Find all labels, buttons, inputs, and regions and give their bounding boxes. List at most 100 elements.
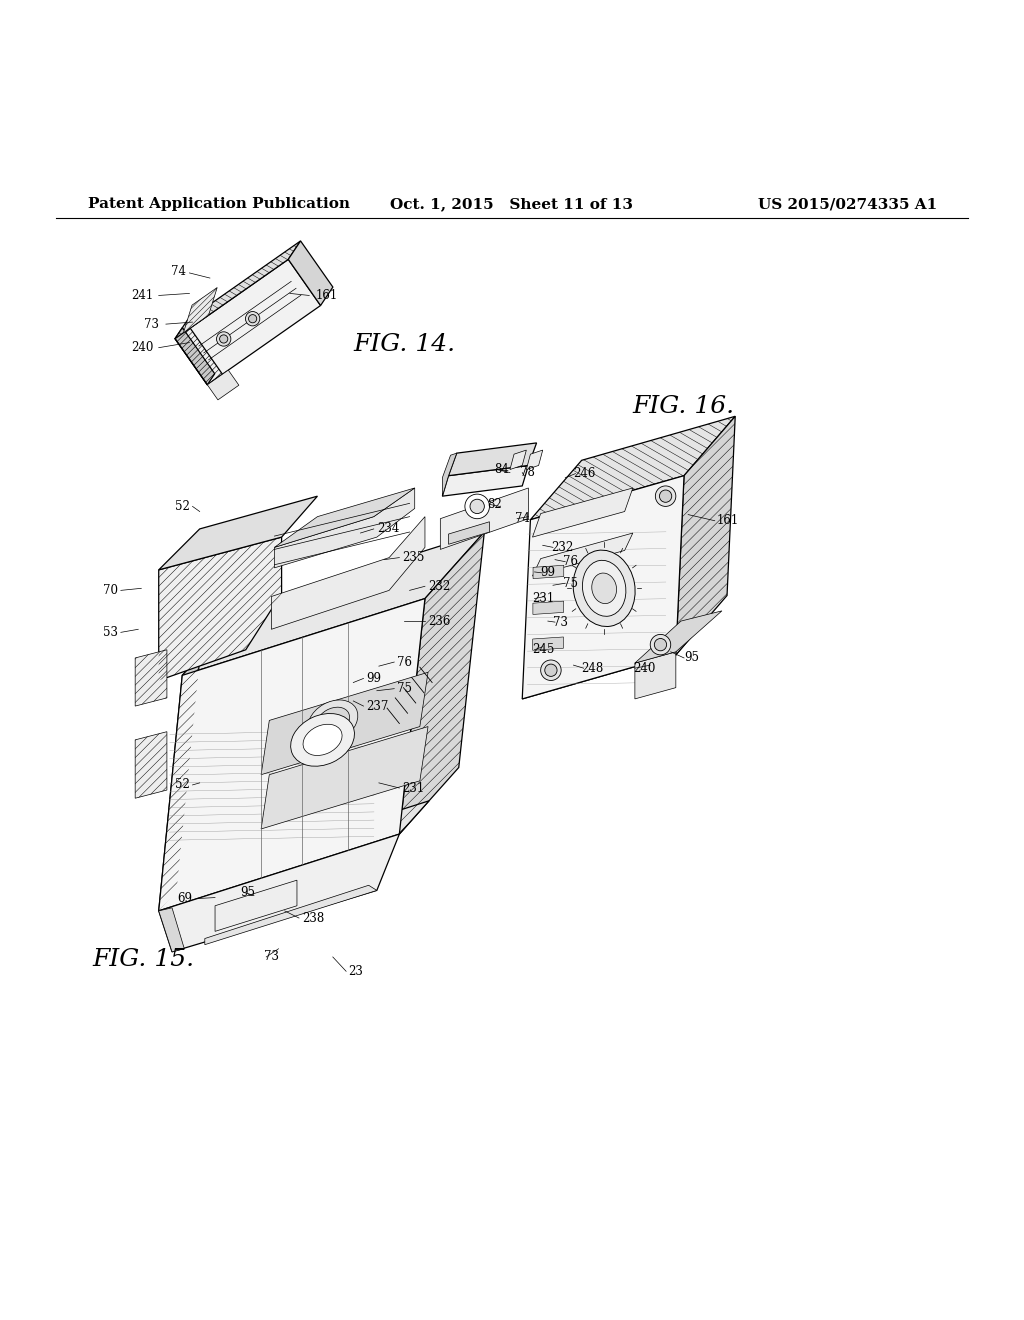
- Ellipse shape: [583, 560, 626, 616]
- Text: 76: 76: [397, 656, 413, 668]
- Text: 161: 161: [717, 515, 739, 527]
- Polygon shape: [522, 475, 684, 698]
- Polygon shape: [135, 731, 167, 799]
- Polygon shape: [159, 537, 282, 681]
- Ellipse shape: [291, 714, 354, 766]
- Text: FIG. 14.: FIG. 14.: [353, 333, 456, 356]
- Text: 95: 95: [241, 886, 256, 899]
- Polygon shape: [289, 242, 333, 305]
- Ellipse shape: [303, 725, 342, 755]
- Text: Patent Application Publication: Patent Application Publication: [88, 197, 350, 211]
- Polygon shape: [159, 496, 317, 570]
- Polygon shape: [207, 370, 239, 400]
- Polygon shape: [530, 416, 735, 520]
- Text: 23: 23: [348, 965, 364, 978]
- Text: 240: 240: [633, 661, 655, 675]
- Polygon shape: [449, 444, 537, 475]
- Polygon shape: [522, 626, 701, 698]
- Text: 52: 52: [174, 779, 189, 792]
- Text: 73: 73: [143, 318, 159, 330]
- Polygon shape: [159, 598, 425, 911]
- Text: 246: 246: [573, 467, 596, 480]
- Text: 78: 78: [520, 466, 536, 479]
- Text: 231: 231: [402, 781, 425, 795]
- Ellipse shape: [308, 700, 357, 743]
- Text: 161: 161: [315, 289, 338, 302]
- Polygon shape: [532, 638, 563, 651]
- Polygon shape: [635, 611, 722, 663]
- Circle shape: [654, 639, 667, 651]
- Text: 238: 238: [302, 912, 325, 924]
- Polygon shape: [159, 801, 429, 911]
- Polygon shape: [175, 327, 215, 385]
- Text: 232: 232: [551, 541, 573, 554]
- Text: 74: 74: [171, 265, 186, 279]
- Polygon shape: [175, 242, 301, 339]
- Text: US 2015/0274335 A1: US 2015/0274335 A1: [758, 197, 937, 211]
- Ellipse shape: [316, 708, 349, 735]
- Ellipse shape: [573, 550, 635, 627]
- Polygon shape: [183, 288, 217, 333]
- Circle shape: [470, 499, 484, 513]
- Text: 75: 75: [563, 577, 579, 590]
- Polygon shape: [261, 726, 428, 829]
- Text: 84: 84: [495, 463, 510, 477]
- Circle shape: [655, 486, 676, 507]
- Text: 52: 52: [174, 500, 189, 513]
- Circle shape: [545, 664, 557, 676]
- Polygon shape: [271, 516, 425, 630]
- Text: 74: 74: [515, 512, 530, 525]
- Text: 75: 75: [397, 682, 413, 696]
- Polygon shape: [449, 521, 489, 544]
- Circle shape: [249, 314, 257, 323]
- Polygon shape: [175, 259, 321, 385]
- Text: 241: 241: [131, 289, 154, 302]
- Text: 236: 236: [428, 615, 451, 627]
- Text: 99: 99: [541, 566, 556, 579]
- Polygon shape: [440, 488, 528, 549]
- Text: 95: 95: [684, 652, 699, 664]
- Text: 70: 70: [102, 583, 118, 597]
- Polygon shape: [159, 834, 399, 952]
- Circle shape: [216, 331, 230, 346]
- Text: 99: 99: [367, 672, 382, 685]
- Ellipse shape: [592, 573, 616, 603]
- Polygon shape: [159, 656, 200, 911]
- Polygon shape: [532, 488, 633, 537]
- Polygon shape: [274, 488, 415, 568]
- Text: 73: 73: [553, 615, 568, 628]
- Text: 234: 234: [377, 523, 399, 536]
- Polygon shape: [261, 672, 428, 775]
- Polygon shape: [526, 450, 543, 470]
- Circle shape: [541, 660, 561, 681]
- Text: 69: 69: [177, 892, 193, 906]
- Circle shape: [650, 635, 671, 655]
- Polygon shape: [399, 532, 484, 834]
- Text: 248: 248: [582, 661, 604, 675]
- Polygon shape: [159, 908, 184, 952]
- Polygon shape: [532, 601, 563, 614]
- Polygon shape: [635, 652, 676, 698]
- Text: Oct. 1, 2015   Sheet 11 of 13: Oct. 1, 2015 Sheet 11 of 13: [390, 197, 634, 211]
- Circle shape: [465, 494, 489, 519]
- Text: FIG. 16.: FIG. 16.: [633, 395, 735, 417]
- Text: 73: 73: [264, 950, 280, 964]
- Circle shape: [659, 490, 672, 503]
- Polygon shape: [510, 450, 526, 470]
- Polygon shape: [676, 416, 735, 655]
- Text: 237: 237: [367, 700, 389, 713]
- Text: 53: 53: [102, 626, 118, 639]
- Polygon shape: [215, 880, 297, 932]
- Text: FIG. 15.: FIG. 15.: [92, 948, 195, 970]
- Polygon shape: [442, 466, 528, 496]
- Polygon shape: [135, 649, 167, 706]
- Circle shape: [246, 312, 260, 326]
- Text: 232: 232: [428, 579, 451, 593]
- Polygon shape: [532, 533, 633, 576]
- Circle shape: [219, 335, 227, 343]
- Polygon shape: [182, 532, 484, 676]
- Text: 76: 76: [563, 556, 579, 568]
- Text: 235: 235: [402, 552, 425, 564]
- Polygon shape: [274, 488, 415, 548]
- Polygon shape: [205, 886, 377, 945]
